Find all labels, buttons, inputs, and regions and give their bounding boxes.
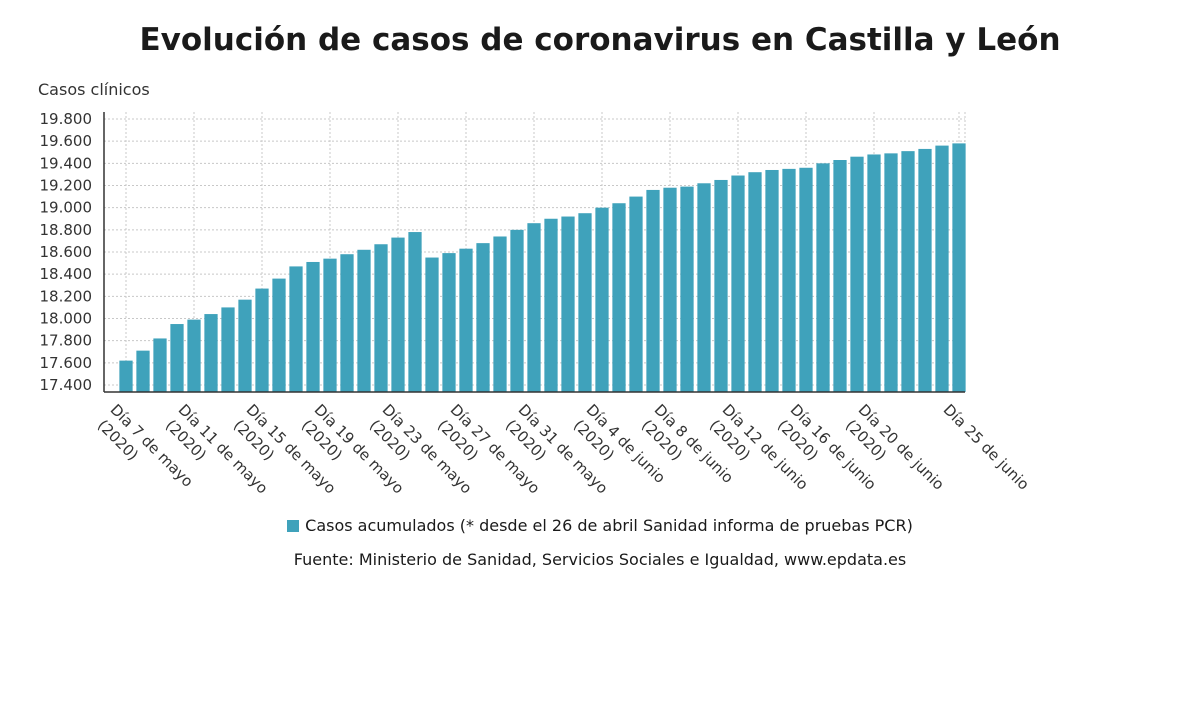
y-tick-label: 18.200 [40, 287, 93, 305]
bar [765, 169, 779, 392]
source-note: Fuente: Ministerio de Sanidad, Servicios… [293, 550, 907, 569]
y-tick-label: 17.400 [40, 376, 93, 394]
x-tick-label-line: Día 25 de junio [940, 401, 1033, 494]
y-tick-label: 19.600 [40, 132, 93, 150]
x-tick-labels: Día 7 de mayo(2020) Día 11 de mayo(2020) D… [94, 401, 1033, 498]
bar [136, 350, 150, 392]
legend-label: Casos acumulados (* desde el 26 de abril… [305, 516, 913, 535]
x-tick-label: Día 20 de junio(2020) [842, 401, 948, 494]
bar [833, 160, 847, 392]
bar [119, 360, 133, 392]
bar [153, 338, 167, 392]
y-tick-label: 17.800 [40, 332, 93, 350]
bar [221, 307, 235, 392]
y-tick-label: 17.600 [40, 354, 93, 372]
bar [544, 218, 558, 392]
y-tick-label: 19.000 [40, 199, 93, 217]
bar [748, 172, 762, 392]
bars [119, 143, 966, 392]
bar [187, 319, 201, 392]
bar [476, 243, 490, 392]
x-tick-label: Día 25 de junio [940, 401, 1033, 494]
bar [629, 196, 643, 392]
bar [374, 244, 388, 392]
bar [272, 278, 286, 392]
bar [289, 266, 303, 392]
y-tick-label: 19.200 [40, 177, 93, 195]
bar-chart: 17.400 17.600 17.800 18.000 18.200 18.400 18.6… [40, 110, 1033, 498]
bar [391, 237, 405, 392]
bar [612, 203, 626, 392]
bar [918, 148, 932, 392]
bar [952, 143, 966, 392]
bar [306, 261, 320, 392]
bar [935, 145, 949, 392]
legend: Casos acumulados (* desde el 26 de abril… [0, 516, 1200, 535]
bar [646, 189, 660, 392]
bar [204, 314, 218, 392]
y-tick-label: 18.400 [40, 265, 93, 283]
bar [442, 253, 456, 392]
axes [103, 112, 965, 393]
bar [850, 156, 864, 392]
bar [238, 299, 252, 392]
bar [459, 248, 473, 392]
bar [323, 258, 337, 392]
y-tick-label: 19.400 [40, 154, 93, 172]
y-tick-label: 18.000 [40, 310, 93, 328]
bar [578, 213, 592, 392]
bar [493, 236, 507, 392]
bar [255, 288, 269, 392]
bar [357, 249, 371, 392]
bar [714, 179, 728, 392]
bar [782, 168, 796, 392]
bar [595, 207, 609, 392]
bar [408, 232, 422, 392]
y-tick-label: 18.800 [40, 221, 93, 239]
bar [867, 154, 881, 392]
bar [680, 186, 694, 392]
y-tick-labels: 17.400 17.600 17.800 18.000 18.200 18.400 18.6… [40, 110, 93, 394]
bar [663, 187, 677, 392]
bar [697, 183, 711, 392]
bar [799, 167, 813, 392]
bar [884, 153, 898, 392]
legend-swatch [287, 520, 300, 532]
chart-title: Evolución de casos de coronavirus en Cas… [139, 22, 1061, 58]
y-tick-label: 19.800 [40, 110, 93, 128]
bar [731, 175, 745, 392]
bar [340, 254, 354, 392]
bar [816, 163, 830, 392]
bar [170, 324, 184, 392]
bar [425, 257, 439, 392]
y-tick-label: 18.600 [40, 243, 93, 261]
bar [527, 223, 541, 392]
bar [561, 216, 575, 392]
bar [901, 151, 915, 392]
y-axis-label: Casos clínicos [38, 80, 150, 99]
bar [510, 229, 524, 392]
